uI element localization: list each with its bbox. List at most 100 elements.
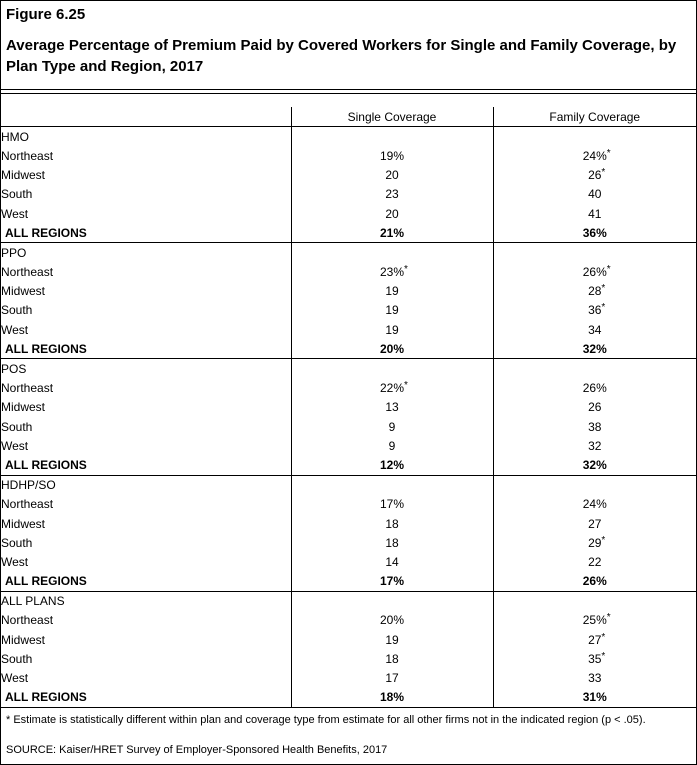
table-row: West 19 34 (1, 320, 696, 340)
table-row: West 17 33 (1, 668, 696, 688)
all-regions-label: ALL REGIONS (1, 339, 291, 360)
empty-cell (492, 358, 696, 379)
all-regions-label: ALL REGIONS (1, 223, 291, 244)
family-coverage-cell-value: 40 (588, 187, 602, 202)
region-label: South (1, 651, 33, 666)
family-coverage-cell: 26% * (492, 262, 696, 282)
single-coverage-cell-value: 13 (385, 400, 399, 415)
family-coverage-total-value: 31% (582, 690, 607, 705)
region-label: Midwest (1, 168, 46, 183)
family-coverage-total-value: 36% (582, 225, 607, 240)
table-row: South 9 38 (1, 417, 696, 437)
family-coverage-cell: 26 * (492, 165, 696, 185)
single-coverage-cell-value: 23% * (379, 264, 408, 280)
significance-marker: * (601, 167, 606, 179)
all-regions-label: ALL REGIONS (1, 455, 291, 476)
single-coverage-total-value: 12% (379, 457, 405, 472)
family-coverage-cell-value: 25% * (582, 612, 611, 628)
region-label: West (1, 322, 29, 337)
family-coverage-total: 32% (492, 455, 696, 476)
region-label: Northeast (1, 613, 54, 628)
family-coverage-cell-value: 26% (582, 381, 607, 396)
single-coverage-cell-value: 20% (379, 613, 405, 628)
region-label: Midwest (1, 632, 46, 647)
plan-type-label: HMO (1, 129, 29, 144)
single-coverage-cell-value: 18 (385, 516, 399, 531)
single-coverage-cell: 23 (290, 184, 493, 204)
family-coverage-cell-value: 29 * (588, 534, 606, 550)
family-coverage-cell: 28 * (492, 281, 696, 301)
single-coverage-cell: 13 (290, 397, 493, 417)
table-row: Midwest 18 27 (1, 513, 696, 534)
family-coverage-cell-value: 35 * (588, 650, 606, 666)
title-rule (1, 89, 696, 94)
footnote: * Estimate is statistically different wi… (6, 714, 646, 726)
single-coverage-cell-value: 17 (385, 671, 399, 686)
family-coverage-cell: 27 (492, 513, 696, 534)
significance-marker: * (601, 534, 606, 546)
family-coverage-total: 26% (492, 571, 696, 592)
family-coverage-cell-value: 27 * (588, 631, 606, 647)
single-coverage-total: 21% (290, 223, 493, 244)
empty-cell (492, 591, 696, 611)
single-coverage-cell: 17% (290, 494, 493, 514)
single-coverage-cell-value: 20 (385, 168, 399, 183)
family-coverage-cell-value: 24% * (582, 147, 611, 163)
plan-type-label: HDHP/SO (1, 478, 56, 493)
family-coverage-cell: 24% * (492, 146, 696, 166)
single-coverage-cell-value: 18 (385, 651, 399, 666)
family-coverage-cell: 34 (492, 320, 696, 340)
region-label: Midwest (1, 400, 46, 415)
family-coverage-cell: 38 (492, 417, 696, 437)
single-coverage-cell: 17 (290, 668, 493, 688)
table-row: South 19 36 * (1, 300, 696, 321)
empty-cell (492, 242, 696, 263)
family-coverage-cell: 32 (492, 436, 696, 456)
family-coverage-total: 31% (492, 687, 696, 708)
region-label: West (1, 554, 29, 569)
family-coverage-cell-value: 41 (588, 206, 602, 221)
significance-marker: * (601, 283, 606, 295)
single-coverage-total: 17% (290, 571, 493, 592)
family-coverage-total-value: 32% (582, 457, 607, 472)
single-coverage-cell: 20% (290, 610, 493, 631)
table-row: Midwest 20 26 * (1, 165, 696, 185)
single-coverage-cell-value: 18 (385, 535, 399, 550)
single-coverage-cell-value: 23 (385, 187, 399, 202)
plan-header-row: POS (1, 358, 696, 379)
column-header-family: Family Coverage (492, 107, 696, 128)
table-row: South 18 35 * (1, 649, 696, 669)
single-coverage-total-value: 17% (379, 574, 405, 589)
region-label: Northeast (1, 497, 54, 512)
single-coverage-cell: 19 (290, 281, 493, 301)
table-row: Northeast 23% * 26% * (1, 262, 696, 282)
family-coverage-cell-value: 26% * (582, 264, 611, 280)
family-coverage-cell-value: 24% (582, 497, 607, 512)
single-coverage-cell-value: 9 (388, 419, 396, 434)
single-coverage-cell-value: 19 (385, 303, 399, 318)
single-coverage-cell-value: 19 (385, 322, 399, 337)
plan-header-row: HMO (1, 126, 696, 147)
single-coverage-total: 20% (290, 339, 493, 360)
table-row: Northeast 17% 24% (1, 494, 696, 514)
empty-cell (290, 358, 493, 379)
table-row: South 18 29 * (1, 533, 696, 553)
table-row: Northeast 20% 25% * (1, 610, 696, 631)
empty-cell (492, 126, 696, 147)
single-coverage-total-value: 18% (379, 690, 405, 705)
header-row: Single Coverage Family Coverage (1, 107, 696, 128)
family-coverage-cell-value: 26 * (588, 167, 606, 183)
total-row: ALL REGIONS 20% 32% (1, 339, 696, 360)
all-regions-label: ALL REGIONS (1, 687, 291, 708)
plan-header-row: PPO (1, 242, 696, 263)
single-coverage-cell: 18 (290, 533, 493, 553)
family-coverage-total-value: 32% (582, 341, 607, 356)
region-label: West (1, 671, 29, 686)
plan-type-label: POS (1, 362, 27, 377)
plan-header-row: HDHP/SO (1, 475, 696, 495)
table-row: West 9 32 (1, 436, 696, 456)
family-coverage-cell: 41 (492, 203, 696, 224)
single-coverage-cell: 19% (290, 146, 493, 166)
source-note: SOURCE: Kaiser/HRET Survey of Employer-S… (6, 744, 388, 756)
